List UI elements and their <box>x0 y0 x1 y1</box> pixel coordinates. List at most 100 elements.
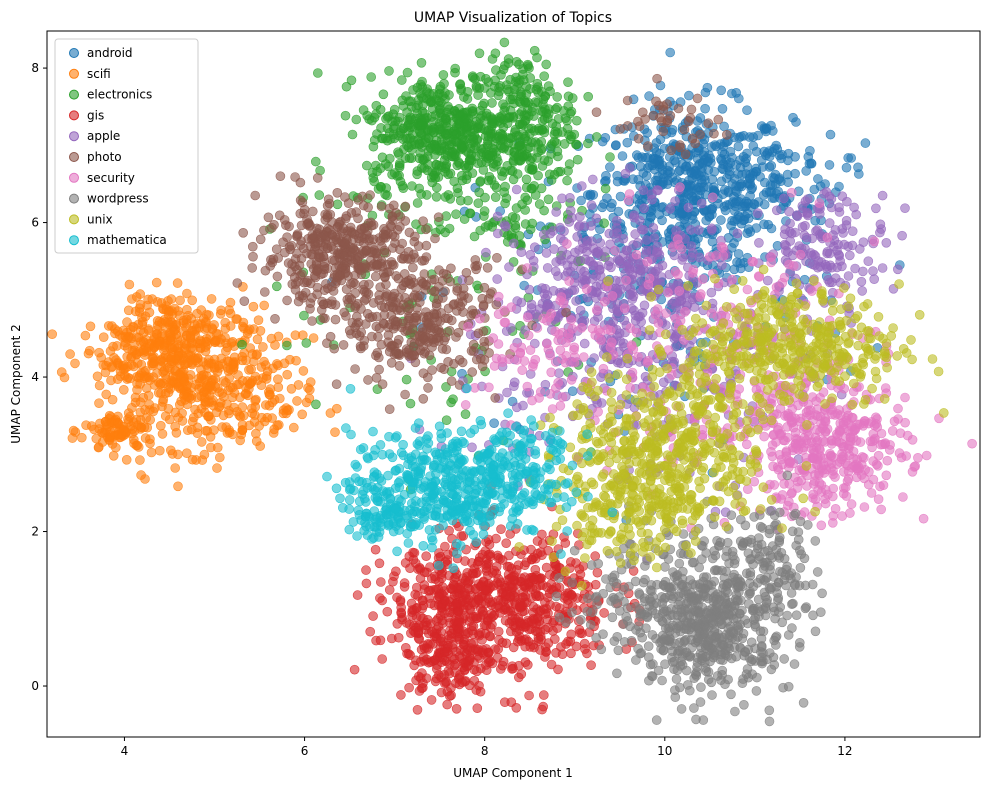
data-point <box>143 325 154 336</box>
data-point <box>536 106 547 116</box>
data-point <box>799 230 810 241</box>
data-point <box>622 95 633 106</box>
data-point <box>209 359 219 369</box>
data-point <box>534 591 545 602</box>
data-point <box>224 305 234 315</box>
data-point <box>340 110 351 121</box>
data-point <box>473 158 483 168</box>
data-point <box>206 397 217 407</box>
data-point <box>187 295 197 306</box>
data-point <box>437 275 448 286</box>
data-point <box>132 371 142 382</box>
data-point <box>532 627 543 637</box>
data-point <box>361 565 371 575</box>
data-point <box>189 412 199 423</box>
data-point <box>94 398 104 409</box>
data-point <box>640 114 650 124</box>
data-point <box>479 354 490 365</box>
data-point <box>295 208 306 219</box>
data-point <box>255 325 266 336</box>
data-point <box>692 93 703 104</box>
data-point <box>630 263 641 273</box>
data-point <box>418 678 428 688</box>
data-point <box>752 208 763 218</box>
data-point <box>451 209 461 219</box>
data-point <box>165 364 175 374</box>
data-point <box>729 206 740 216</box>
data-point <box>546 175 557 185</box>
data-point <box>501 326 512 336</box>
data-point <box>533 82 543 92</box>
data-point <box>412 166 423 176</box>
data-point <box>440 286 450 297</box>
data-point <box>428 89 439 99</box>
data-point <box>474 48 485 59</box>
data-point <box>516 601 527 612</box>
data-point <box>368 611 378 621</box>
data-point <box>227 429 238 440</box>
data-point <box>487 597 498 607</box>
data-point <box>113 417 123 428</box>
data-point <box>717 104 728 114</box>
data-point <box>471 81 482 91</box>
data-point <box>91 433 102 444</box>
data-point <box>592 567 603 578</box>
data-point <box>733 141 744 152</box>
data-point <box>679 124 690 135</box>
data-point <box>433 212 444 222</box>
data-point <box>419 656 430 666</box>
data-point <box>146 447 157 458</box>
data-point <box>374 364 384 375</box>
data-point <box>512 636 523 647</box>
data-point <box>892 264 903 275</box>
data-point <box>436 687 447 698</box>
data-point <box>472 703 483 714</box>
data-point <box>522 659 533 670</box>
data-point <box>479 206 490 216</box>
data-point <box>486 608 497 619</box>
data-point <box>497 660 508 671</box>
data-point <box>346 75 357 86</box>
data-point <box>877 190 888 201</box>
data-point <box>857 286 868 296</box>
data-point <box>579 338 590 349</box>
data-point <box>379 319 389 329</box>
data-point <box>419 640 429 651</box>
data-point <box>307 316 317 326</box>
data-point <box>47 329 58 340</box>
data-point <box>521 174 532 185</box>
data-point <box>70 358 80 369</box>
data-point <box>475 71 486 82</box>
data-point <box>201 323 212 333</box>
data-point <box>458 604 469 615</box>
data-point <box>554 582 565 593</box>
data-point <box>881 238 892 248</box>
data-point <box>151 277 162 288</box>
data-point <box>347 129 358 140</box>
data-point <box>314 190 325 200</box>
data-point <box>564 159 575 169</box>
data-point <box>412 292 423 303</box>
data-point <box>421 551 432 562</box>
data-point <box>611 140 621 150</box>
data-point <box>749 199 760 210</box>
data-point <box>617 151 628 161</box>
data-point <box>390 346 401 357</box>
data-point <box>476 149 487 159</box>
data-point <box>362 308 373 319</box>
data-point <box>126 360 137 370</box>
data-point <box>736 181 747 192</box>
data-point <box>199 449 210 460</box>
data-point <box>687 210 698 221</box>
data-point <box>140 474 150 484</box>
data-point <box>440 332 451 343</box>
data-point <box>737 169 747 180</box>
data-point <box>687 191 698 202</box>
data-point <box>307 206 318 217</box>
data-point <box>630 229 641 239</box>
data-point <box>145 415 155 425</box>
data-point <box>371 260 382 270</box>
data-point <box>418 393 429 404</box>
data-point <box>158 397 168 407</box>
